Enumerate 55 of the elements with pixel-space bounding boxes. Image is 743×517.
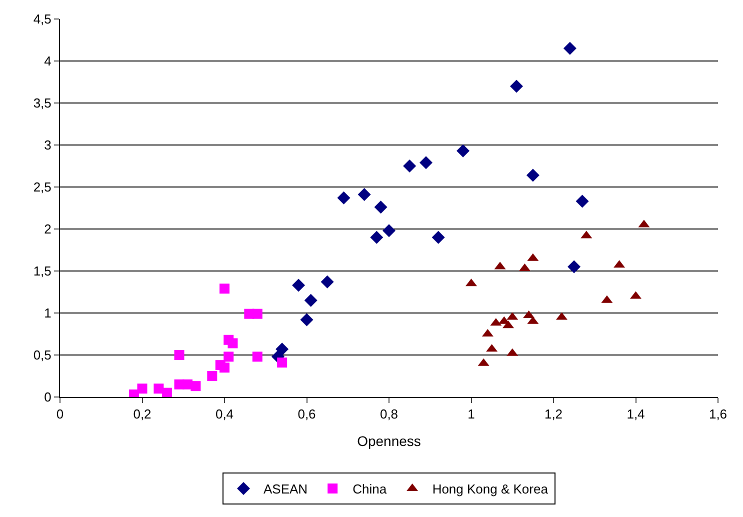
- point: [277, 358, 288, 368]
- legend-label: ASEAN: [264, 482, 308, 497]
- point: [292, 278, 306, 292]
- point: [370, 230, 384, 244]
- y-tick-label: 0: [44, 390, 52, 405]
- x-tick-label: 1,4: [626, 406, 645, 422]
- y-tick-label: 3,5: [33, 96, 52, 111]
- point: [432, 230, 445, 244]
- point: [162, 388, 172, 397]
- y-tick-label: 2,5: [33, 180, 52, 195]
- point: [568, 260, 581, 274]
- x-tick-label: 1,6: [708, 406, 728, 422]
- y-tick-label: 1,5: [33, 264, 52, 279]
- point: [220, 284, 230, 294]
- y-tick-label: 4: [44, 54, 52, 69]
- y-tick-label: 0,5: [33, 348, 52, 363]
- y-tick-label: 1: [44, 306, 52, 321]
- point: [207, 371, 218, 381]
- y-tick-label: 4,5: [33, 12, 52, 27]
- point: [374, 200, 388, 214]
- point: [224, 352, 234, 362]
- point: [300, 313, 314, 326]
- point: [510, 80, 523, 93]
- point: [276, 342, 289, 356]
- x-tick-label: 0,2: [133, 406, 152, 422]
- point: [154, 384, 164, 394]
- x-tick-label: 0,6: [298, 406, 316, 422]
- point: [526, 168, 540, 182]
- x-tick-label: 0: [56, 406, 64, 422]
- point: [420, 156, 433, 170]
- y-tick-label: 2: [44, 222, 52, 237]
- point: [337, 191, 350, 204]
- point: [563, 42, 576, 55]
- x-tick-label: 1: [468, 406, 475, 422]
- point: [304, 294, 318, 307]
- point: [252, 308, 262, 319]
- point: [252, 352, 262, 362]
- point: [228, 338, 238, 348]
- point: [403, 160, 416, 172]
- legend-label: China: [352, 482, 388, 497]
- x-tick-label: 0,4: [215, 406, 234, 422]
- point: [382, 224, 396, 238]
- point: [137, 384, 148, 394]
- y-tick-label: 3: [44, 138, 52, 153]
- x-tick-label: 1,2: [544, 406, 563, 422]
- point: [320, 275, 334, 288]
- x-tick-label: 0,8: [380, 406, 398, 422]
- point: [220, 362, 230, 373]
- point: [456, 144, 470, 158]
- x-axis-title: Openness: [357, 432, 421, 449]
- point: [190, 381, 201, 392]
- point: [576, 194, 589, 208]
- point: [174, 350, 184, 360]
- point: [358, 188, 371, 202]
- legend-label: Hong Kong & Korea: [432, 482, 549, 497]
